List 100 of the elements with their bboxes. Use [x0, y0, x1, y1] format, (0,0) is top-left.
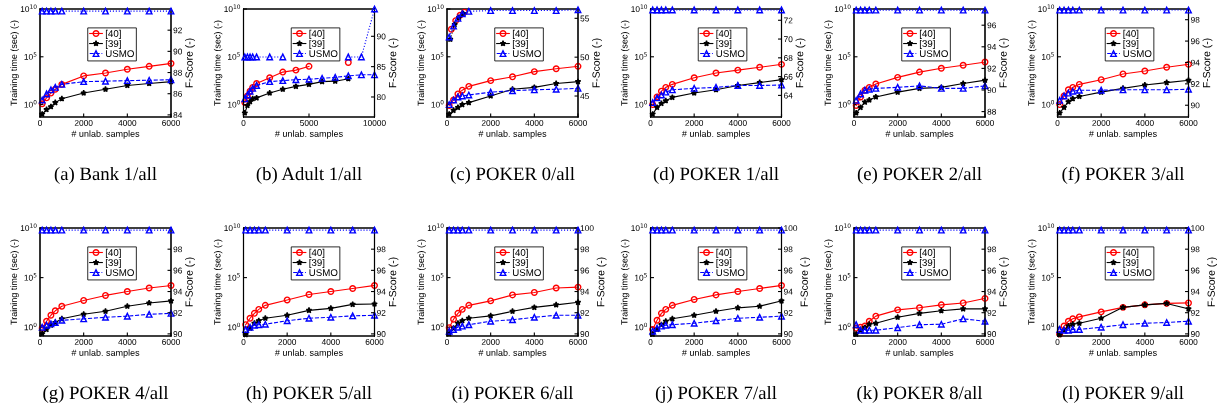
legend-label: USMO	[919, 269, 948, 277]
y2-tick-label: 92	[1190, 309, 1200, 316]
x-tick-label: 0	[38, 339, 42, 345]
x-axis-title: # unlab. samples	[71, 130, 140, 139]
y2-tick-label: 94	[1190, 59, 1200, 66]
text: (j) POKER 7/all	[655, 385, 777, 403]
text: (e) POKER 2/all	[857, 166, 982, 184]
y2-tick-label: 92	[173, 309, 182, 316]
y-tick-label: 10$^{5}$	[635, 273, 647, 281]
y2-tick-label: 94	[987, 288, 997, 295]
y-tick-label: 10$^{0}$	[431, 100, 444, 108]
x-tick-label: 6000	[569, 339, 587, 345]
y-tick-label: 10$^{0}$	[24, 322, 37, 331]
y-tick-label: 10$^{0}$	[228, 322, 241, 331]
y-axis-title: Training time (sec) (-)	[620, 239, 630, 325]
x-tick-label: 6000	[162, 120, 180, 126]
y-tick-label: 10$^{5}$	[1042, 273, 1054, 281]
legend-label: [39]	[309, 39, 325, 49]
y2-tick-label: 94	[580, 288, 590, 295]
legend-label: [39]	[512, 258, 528, 268]
y2-tick-label: 90	[987, 87, 997, 94]
legend-label: USMO	[1123, 269, 1152, 277]
y2-tick-label: 98	[580, 246, 589, 253]
x-axis-title: # unlab. samples	[274, 130, 343, 139]
y-tick-label: 10$^{10}$	[834, 223, 851, 232]
y2-tick-label: 90	[1190, 102, 1200, 109]
y2-tick-label: 72	[784, 17, 793, 24]
y-tick-label: 10$^{10}$	[1038, 223, 1055, 232]
legend-label: [40]	[512, 29, 528, 39]
y-axis-title: Training time (sec) (-)	[10, 239, 19, 325]
legend-label: [39]	[716, 39, 732, 49]
legend-label: [39]	[716, 258, 732, 268]
y-tick-label: 10$^{10}$	[224, 223, 241, 232]
y2-tick-label: 96	[1190, 38, 1200, 45]
x-tick-label: 6000	[365, 339, 384, 345]
x-axis-title: # unlab. samples	[885, 130, 954, 139]
y2-tick-label: 92	[580, 309, 589, 316]
x-tick-label: 6000	[772, 120, 791, 126]
y2-tick-label: 70	[784, 36, 793, 43]
x-axis-title: # unlab. samples	[681, 349, 750, 358]
x-tick-label: 6000	[1179, 339, 1198, 345]
y-tick-label: 10$^{10}$	[427, 223, 444, 232]
y-tick-label: 10$^{0}$	[838, 100, 851, 108]
x-tick-label: 0	[445, 120, 449, 126]
y2-axis-title: F-Score (-)	[1207, 257, 1217, 307]
x-tick-label: 6000	[162, 339, 180, 345]
y-axis-title: Training time (sec) (-)	[824, 20, 833, 106]
y-tick-label: 10$^{5}$	[635, 52, 647, 60]
y2-axis-title: F-Score (-)	[999, 38, 1009, 88]
x-tick-label: 4000	[1135, 120, 1154, 126]
legend-label: [39]	[919, 39, 935, 49]
y-axis-title: Training time (sec) (-)	[1027, 20, 1037, 106]
text: (k) POKER 8/all	[857, 385, 983, 403]
y2-tick-label: 90	[580, 331, 590, 337]
legend-label: [39]	[105, 39, 121, 49]
legend-label: [40]	[309, 29, 325, 39]
y2-tick-label: 50	[580, 54, 590, 61]
y-tick-label: 10$^{5}$	[24, 52, 37, 60]
legend-label: [40]	[716, 29, 732, 39]
y2-tick-label: 90	[173, 48, 183, 55]
x-tick-label: 4000	[525, 120, 544, 126]
x-tick-label: 6000	[772, 339, 791, 345]
legend-label: [40]	[1123, 29, 1139, 39]
x-tick-label: 0	[852, 120, 856, 126]
legend-label: USMO	[512, 50, 541, 58]
y2-tick-label: 96	[783, 267, 793, 274]
y2-axis-title: F-Score (-)	[999, 257, 1009, 307]
y2-tick-label: 98	[1190, 246, 1200, 253]
legend-label: USMO	[309, 50, 338, 58]
y2-axis-title: F-Score (-)	[185, 257, 195, 307]
legend-label: USMO	[716, 269, 745, 277]
legend-label: [40]	[1123, 248, 1139, 258]
legend-label: [40]	[309, 248, 325, 258]
y2-tick-label: 94	[1190, 288, 1200, 295]
y-tick-label: 10$^{0}$	[24, 100, 37, 108]
x-tick-label: 0	[1055, 120, 1060, 126]
x-axis-title: # unlab. samples	[681, 130, 750, 139]
x-tick-label: 4000	[728, 120, 747, 126]
legend-label: [40]	[512, 248, 528, 258]
x-tick-label: 0	[852, 339, 856, 345]
y2-tick-label: 96	[987, 267, 996, 274]
x-tick-label: 2000	[278, 339, 297, 345]
y-tick-label: 10$^{0}$	[1042, 322, 1055, 331]
y2-tick-label: 64	[784, 92, 793, 99]
legend-label: USMO	[309, 269, 338, 277]
y2-tick-label: 96	[376, 267, 386, 274]
legend-label: [40]	[105, 248, 121, 258]
legend-label: [40]	[716, 248, 732, 258]
legend-label: [39]	[512, 39, 528, 49]
x-tick-label: 5000	[300, 120, 318, 126]
legend-label: [39]	[309, 258, 325, 268]
y2-tick-label: 55	[580, 15, 589, 22]
y2-tick-label: 100	[784, 225, 798, 232]
y-axis-title: Training time (sec) (-)	[620, 20, 630, 106]
y2-tick-label: 96	[580, 267, 589, 274]
y-axis-title: Training time (sec) (-)	[417, 20, 426, 106]
x-tick-label: 0	[38, 120, 42, 126]
text: (i) POKER 6/all	[452, 385, 574, 403]
x-axis-title: # unlab. samples	[71, 349, 140, 358]
y2-tick-label: 98	[376, 246, 386, 253]
